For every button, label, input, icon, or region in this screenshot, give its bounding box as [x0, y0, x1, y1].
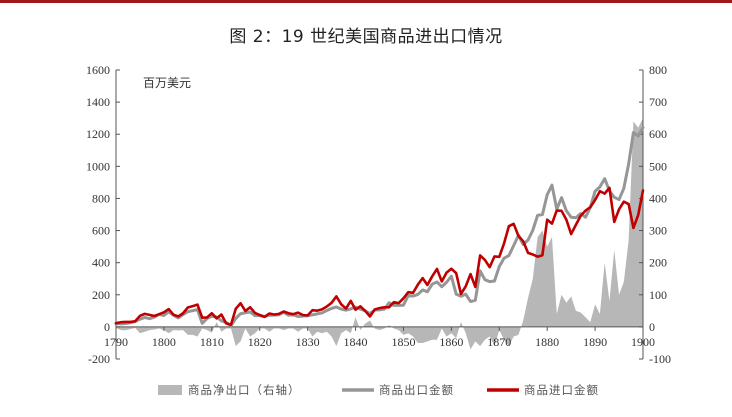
x-tick-label: 1860	[439, 335, 463, 349]
top-rule	[0, 0, 732, 3]
y-left-tick-label: 200	[92, 288, 110, 302]
y-left-tick-label: 800	[92, 191, 110, 205]
y-left-tick-label: -200	[88, 352, 110, 366]
x-tick-label: 1900	[631, 335, 655, 349]
y-left-tick-label: 1400	[86, 95, 110, 109]
y-right-tick-label: -100	[649, 352, 671, 366]
y-right-tick-label: 300	[649, 224, 667, 238]
series-net-exports-area	[116, 118, 643, 350]
y-left-tick-label: 1000	[86, 159, 110, 173]
y-left-tick-label: 600	[92, 224, 110, 238]
y-right-tick-label: 400	[649, 191, 667, 205]
y-left-tick-label: 0	[104, 320, 110, 334]
y-right-tick-label: 100	[649, 288, 667, 302]
legend-label-net-exports: 商品净出口（右轴）	[188, 383, 301, 397]
x-tick-label: 1810	[200, 335, 224, 349]
series-exports-line	[114, 126, 645, 328]
x-tick-label: 1870	[487, 335, 511, 349]
x-tick-label: 1890	[583, 335, 607, 349]
x-tick-label: 1850	[391, 335, 415, 349]
x-tick-label: 1820	[248, 335, 272, 349]
legend: 商品净出口（右轴） 商品出口金额 商品进口金额	[158, 383, 599, 397]
x-tick-label: 1830	[296, 335, 320, 349]
x-tick-label: 1790	[104, 335, 128, 349]
y-right-tick-label: 200	[649, 256, 667, 270]
y-right-tick-label: 600	[649, 127, 667, 141]
legend-label-exports: 商品出口金额	[379, 383, 454, 397]
y-right-tick-label: 500	[649, 159, 667, 173]
y-left-tick-label: 1200	[86, 127, 110, 141]
y-left-tick-label: 1600	[86, 63, 110, 77]
x-tick-label: 1880	[535, 335, 559, 349]
y-left-tick-label: 400	[92, 256, 110, 270]
x-tick-label: 1800	[152, 335, 176, 349]
unit-label: 百万美元	[143, 76, 191, 90]
legend-label-imports: 商品进口金额	[524, 383, 599, 397]
y-right-tick-label: 800	[649, 63, 667, 77]
series-imports-line	[114, 186, 645, 327]
y-right-tick-label: 0	[649, 320, 655, 334]
chart-title: 图 2：19 世纪美国商品进出口情况	[229, 27, 503, 47]
y-right-tick-label: 700	[649, 95, 667, 109]
legend-swatch-net-exports	[158, 385, 182, 395]
x-tick-label: 1840	[344, 335, 368, 349]
